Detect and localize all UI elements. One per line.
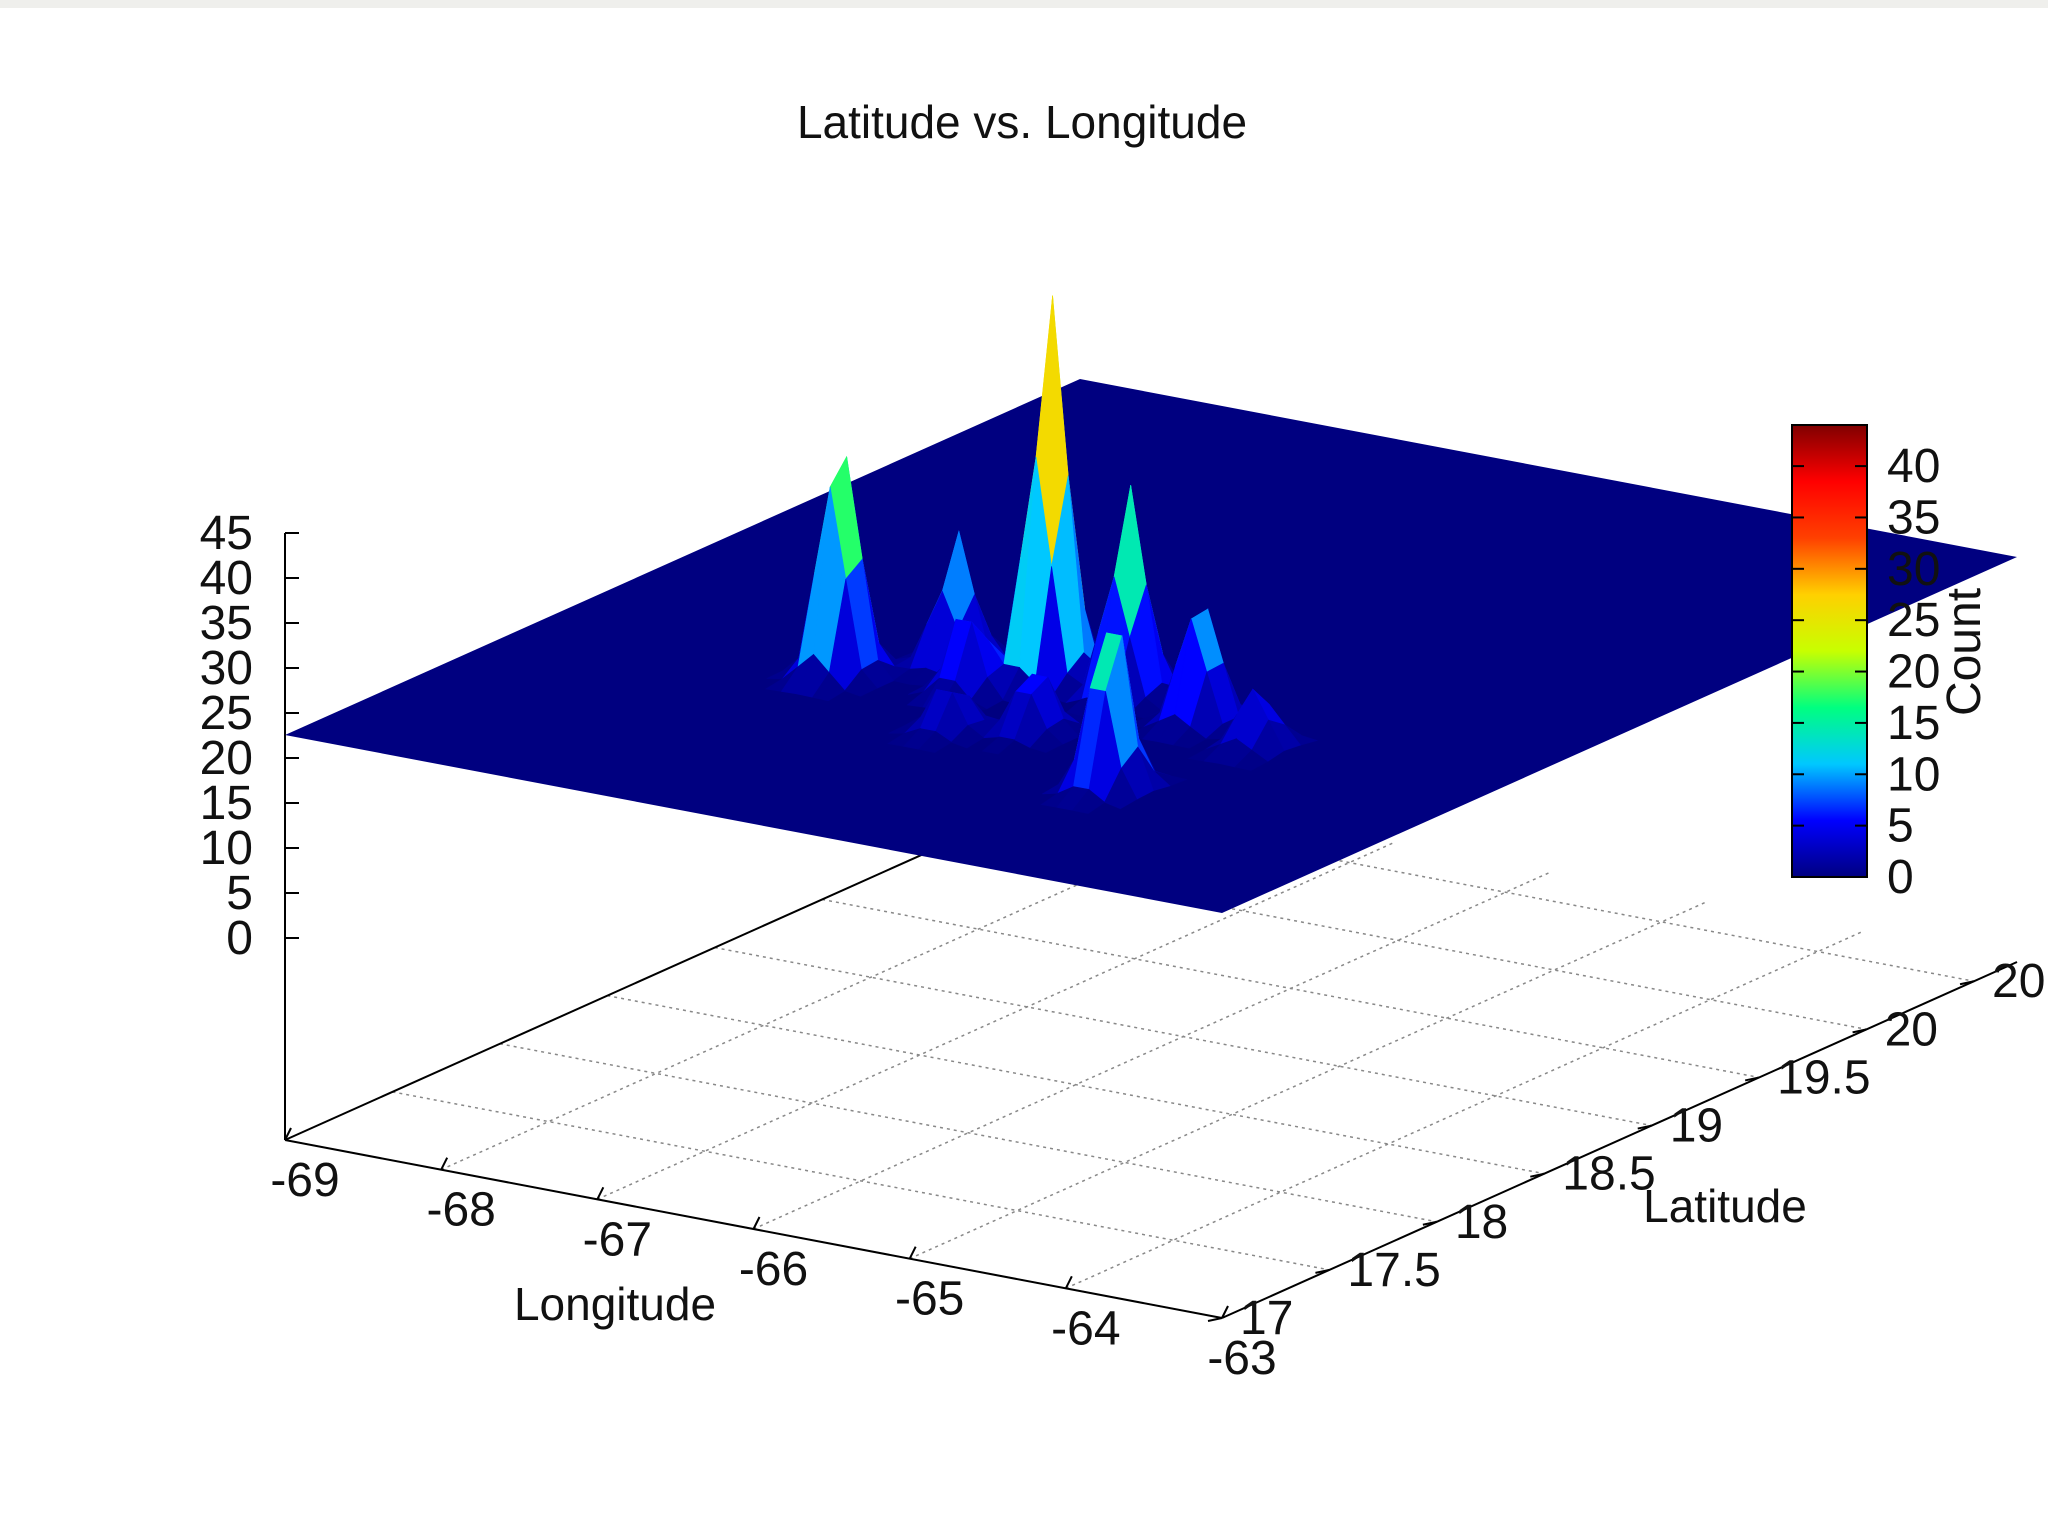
y-tick-label: 20.5 (1992, 955, 2048, 1008)
colorbar-gradient (1791, 424, 1868, 878)
x-tick-label: -68 (426, 1184, 495, 1237)
x-tick-label: -63 (1207, 1332, 1276, 1385)
colorbar-tick-label: 30 (1887, 543, 1940, 596)
y-tick-label: 19 (1670, 1100, 1723, 1153)
y-tick (1852, 1028, 1867, 1034)
z-tick-label: 15 (200, 777, 253, 830)
x-tick-label: -64 (1051, 1302, 1120, 1355)
x-tick-label: -65 (895, 1273, 964, 1326)
y-tick-label: 17.5 (1347, 1244, 1440, 1297)
y-tick (1207, 1317, 1223, 1322)
colorbar-tick-label: 15 (1887, 697, 1940, 750)
surface-cell (844, 669, 878, 697)
surface-cell (1029, 728, 1064, 753)
grid-line-y (499, 1043, 1438, 1223)
colorbar-tick-label: 25 (1887, 594, 1940, 647)
z-tick-label: 40 (200, 552, 253, 605)
y-tick (1959, 980, 1975, 986)
surface-cell (812, 672, 846, 702)
colorbar-label: Count (1938, 588, 1991, 716)
x-tick (1221, 1305, 1229, 1319)
y-tick (1530, 1172, 1545, 1178)
chart-title: Latitude vs. Longitude (797, 96, 1247, 148)
axes: 051015202530354045-69-68-67-66-65-64-631… (200, 507, 2048, 1385)
x-tick (596, 1186, 605, 1200)
colorbar-tick-label: 40 (1887, 440, 1940, 493)
y-tick-label: 19.5 (1777, 1051, 1870, 1104)
grid-line-y (929, 850, 1867, 1031)
grid-line-x (597, 842, 1393, 1201)
grid-line-y (607, 994, 1545, 1175)
grid-line-x (753, 872, 1549, 1230)
y-tick-label: 20 (1885, 1003, 1938, 1056)
x-tick-label: -67 (583, 1213, 652, 1266)
surface-cell (1234, 749, 1268, 771)
grid-line-y (822, 898, 1760, 1079)
x-tick (752, 1216, 761, 1230)
x-tick (908, 1246, 917, 1260)
z-tick-label: 20 (200, 732, 253, 785)
grid-line-y (714, 946, 1652, 1127)
z-tick-label: 45 (200, 507, 253, 560)
surface-cell (1173, 726, 1207, 749)
z-tick-label: 10 (200, 822, 253, 875)
surface-cell (981, 736, 1016, 755)
x-axis-label: Longitude (514, 1278, 716, 1330)
y-tick-label: 18.5 (1562, 1148, 1655, 1201)
floor-grid (284, 783, 2018, 1319)
z-tick-label: 30 (200, 642, 253, 695)
grid-line-x (909, 901, 1705, 1260)
surface-cell (1104, 767, 1138, 810)
surface-cell (950, 724, 985, 749)
surface-cell (1071, 789, 1106, 814)
x-tick (284, 1127, 292, 1141)
z-tick-label: 25 (200, 687, 253, 740)
colorbar-tick-label: 10 (1887, 748, 1940, 801)
y-tick-label: 17 (1240, 1292, 1293, 1345)
x-tick (440, 1157, 449, 1171)
y-tick (1637, 1124, 1652, 1130)
grid-line-x (1065, 931, 1862, 1290)
z-tick-label: 5 (226, 867, 253, 920)
y-tick (1422, 1220, 1438, 1226)
grid-line-x (440, 812, 1237, 1171)
top-bar (0, 0, 2048, 8)
y-tick-label: 18 (1455, 1196, 1508, 1249)
y-axis-label: Latitude (1643, 1180, 1807, 1232)
grid-line-y (1036, 802, 1975, 982)
colorbar-tick-label: 35 (1887, 491, 1940, 544)
y-axis-line (1221, 961, 2018, 1319)
surface (285, 295, 2017, 913)
x-tick-label: -69 (270, 1154, 339, 1207)
surface-cell (918, 731, 952, 753)
colorbar-tick-label: 0 (1887, 851, 1914, 904)
x-tick-label: -66 (739, 1243, 808, 1296)
colorbar-tick-label: 5 (1887, 800, 1914, 853)
z-tick-label: 0 (226, 912, 253, 965)
y-tick (1315, 1268, 1330, 1274)
grid-line-y (392, 1091, 1330, 1271)
x-tick (1064, 1275, 1073, 1289)
y-tick (1744, 1076, 1760, 1082)
z-tick-label: 35 (200, 597, 253, 650)
colorbar-tick-label: 20 (1887, 646, 1940, 699)
